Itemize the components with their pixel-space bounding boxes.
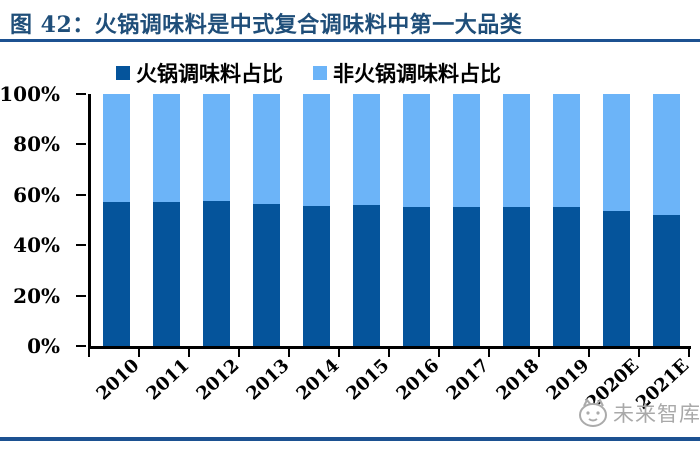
segment-non-hotpot xyxy=(452,94,480,208)
y-axis-tick xyxy=(76,143,86,146)
stacked-bar-2021E xyxy=(652,94,680,346)
y-axis-tick xyxy=(76,345,86,347)
x-axis-tick xyxy=(238,349,240,357)
segment-non-hotpot xyxy=(402,94,430,208)
stacked-bar-2017 xyxy=(452,94,480,346)
segment-hotpot xyxy=(302,206,330,346)
segment-non-hotpot xyxy=(302,94,330,207)
y-axis-label: 60% xyxy=(13,182,60,207)
y-axis-tick xyxy=(76,294,86,297)
x-axis-tick xyxy=(538,349,540,357)
y-axis-tick xyxy=(76,93,86,95)
y-axis-label: 100% xyxy=(0,82,60,106)
x-axis-tick xyxy=(188,349,190,357)
legend-item-hotpot-share: 火锅调味料占比 xyxy=(116,58,283,88)
segment-hotpot xyxy=(402,207,430,346)
legend-label: 非火锅调味料占比 xyxy=(333,61,501,86)
stacked-bar-2015 xyxy=(352,94,380,346)
x-axis-tick xyxy=(488,349,490,357)
stacked-bar-2020E xyxy=(602,94,630,346)
x-axis-tick xyxy=(688,349,690,357)
segment-hotpot xyxy=(652,214,680,346)
segment-hotpot xyxy=(152,202,180,346)
y-axis-label: 0% xyxy=(27,334,60,358)
x-axis-tick xyxy=(638,349,640,357)
segment-non-hotpot xyxy=(652,94,680,215)
stacked-bar-2019 xyxy=(552,94,580,346)
chart-legend: 火锅调味料占比 非火锅调味料占比 xyxy=(116,58,501,88)
stacked-bar-2013 xyxy=(252,94,280,346)
y-axis-label: 20% xyxy=(13,283,60,308)
title-divider xyxy=(0,39,700,42)
x-axis-tick xyxy=(288,349,290,357)
bar-slot xyxy=(341,94,391,346)
stacked-bar-2011 xyxy=(152,94,180,346)
bar-slot xyxy=(391,94,441,346)
segment-hotpot xyxy=(602,211,630,346)
legend-label: 火锅调味料占比 xyxy=(136,61,283,86)
bar-slot xyxy=(191,94,241,346)
x-axis-label: 2012 xyxy=(192,355,244,405)
x-axis-tick xyxy=(438,349,440,357)
x-axis-tick xyxy=(88,349,90,357)
segment-hotpot xyxy=(452,207,480,346)
segment-hotpot xyxy=(252,203,280,346)
bar-slot xyxy=(141,94,191,346)
bar-slot xyxy=(641,94,691,346)
segment-hotpot xyxy=(352,204,380,346)
x-axis-tick xyxy=(338,349,340,357)
mascot-logo-icon xyxy=(579,398,607,427)
stacked-bar-2014 xyxy=(302,94,330,346)
bar-slot xyxy=(541,94,591,346)
segment-hotpot xyxy=(552,207,580,346)
bar-slot xyxy=(241,94,291,346)
x-axis-tick xyxy=(138,349,140,357)
x-axis-label: 2016 xyxy=(392,355,444,405)
bar-slot xyxy=(591,94,641,346)
stacked-bar-2016 xyxy=(402,94,430,346)
bar-slot xyxy=(491,94,541,346)
bar-slot xyxy=(441,94,491,346)
stacked-bar-2010 xyxy=(102,94,130,346)
segment-non-hotpot xyxy=(502,94,530,208)
stacked-bar-2018 xyxy=(502,94,530,346)
x-axis-label: 2010 xyxy=(92,355,144,405)
y-axis-tick xyxy=(76,244,86,247)
x-axis-label: 2017 xyxy=(442,355,494,405)
segment-non-hotpot xyxy=(202,94,230,202)
x-axis-label: 2018 xyxy=(492,355,544,405)
bar-slot xyxy=(91,94,141,346)
segment-non-hotpot xyxy=(602,94,630,212)
segment-non-hotpot xyxy=(152,94,180,203)
legend-swatch-icon xyxy=(116,66,130,80)
segment-non-hotpot xyxy=(252,94,280,204)
stacked-bar-2012 xyxy=(202,94,230,346)
watermark: 未来智库 xyxy=(575,398,700,428)
x-axis-label: 2013 xyxy=(242,355,294,405)
y-axis-tick xyxy=(76,193,86,196)
watermark-text: 未来智库 xyxy=(613,402,700,426)
y-axis-label: 40% xyxy=(13,233,60,258)
segment-non-hotpot xyxy=(352,94,380,205)
segment-non-hotpot xyxy=(552,94,580,208)
legend-swatch-icon xyxy=(313,66,327,80)
segment-hotpot xyxy=(102,202,130,346)
bar-slot xyxy=(291,94,341,346)
segment-hotpot xyxy=(202,201,230,346)
bottom-divider xyxy=(0,437,700,441)
x-axis-label: 2011 xyxy=(142,355,194,405)
y-axis-label: 80% xyxy=(13,132,60,157)
x-axis-tick xyxy=(588,349,590,357)
x-axis-label: 2014 xyxy=(292,355,344,405)
segment-non-hotpot xyxy=(102,94,130,203)
segment-hotpot xyxy=(502,207,530,346)
x-axis-label: 2015 xyxy=(342,355,394,405)
plot-area xyxy=(88,94,691,349)
x-axis-tick xyxy=(388,349,390,357)
figure-title: 图 42：火锅调味料是中式复合调味料中第一大品类 xyxy=(10,12,523,38)
legend-item-non-hotpot-share: 非火锅调味料占比 xyxy=(313,58,501,88)
